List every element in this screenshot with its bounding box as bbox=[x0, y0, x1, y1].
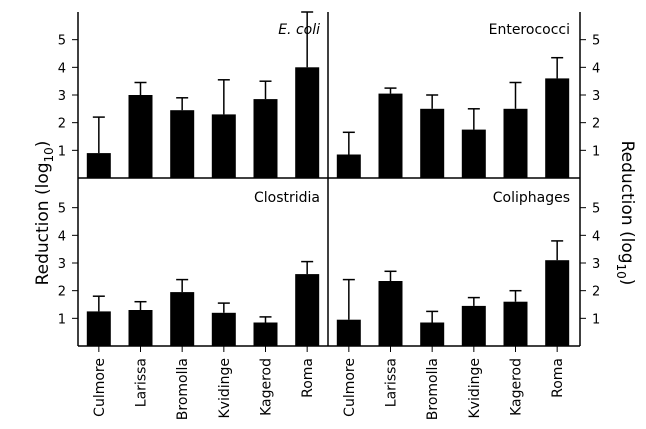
bar-top-left-4 bbox=[253, 99, 278, 178]
frame-layer bbox=[72, 12, 586, 352]
bar-bottom-left-2 bbox=[170, 292, 195, 346]
bar-bottom-left-4 bbox=[253, 322, 278, 346]
x-category-label-bottom-right-1: Larissa bbox=[384, 358, 400, 407]
y-tick-label-bottom-left-2: 3 bbox=[58, 257, 66, 272]
bar-bottom-left-5 bbox=[295, 274, 320, 346]
x-category-label-bottom-left-1: Larissa bbox=[134, 358, 150, 407]
y-tick-label-bottom-right-2: 3 bbox=[592, 257, 600, 272]
y-tick-label-top-left-4: 5 bbox=[58, 34, 66, 49]
panel-title-bottom-left: Clostridia bbox=[254, 190, 320, 206]
x-category-label-bottom-right-2: Bromolla bbox=[425, 358, 441, 420]
y-tick-label-top-left-2: 3 bbox=[58, 89, 66, 104]
panel-title-top-right: Enterococci bbox=[489, 22, 570, 38]
y-tick-label-top-right-3: 4 bbox=[592, 61, 600, 76]
y-tick-label-top-right-0: 1 bbox=[592, 144, 600, 159]
bar-bottom-right-2 bbox=[420, 322, 445, 346]
y-tick-label-bottom-right-3: 4 bbox=[592, 229, 600, 244]
bar-top-right-4 bbox=[503, 108, 528, 178]
x-category-label-bottom-left-2: Bromolla bbox=[175, 358, 191, 420]
y-tick-label-top-right-4: 5 bbox=[592, 34, 600, 49]
x-category-label-bottom-left-4: Kagerod bbox=[259, 358, 275, 416]
y-axis-title-left: Reduction (log10) bbox=[33, 141, 56, 286]
bar-top-right-5 bbox=[545, 78, 570, 178]
x-category-label-bottom-right-4: Kagerod bbox=[509, 358, 525, 416]
bar-top-left-3 bbox=[211, 114, 236, 178]
y-tick-label-bottom-left-3: 4 bbox=[58, 229, 66, 244]
bar-bottom-right-0 bbox=[336, 319, 361, 346]
bar-bottom-right-4 bbox=[503, 301, 528, 346]
y-tick-label-bottom-right-4: 5 bbox=[592, 202, 600, 217]
x-category-label-bottom-left-3: Kvidinge bbox=[217, 358, 233, 419]
bar-top-right-2 bbox=[420, 108, 445, 178]
bar-top-right-0 bbox=[336, 154, 361, 178]
y-tick-label-top-left-3: 4 bbox=[58, 61, 66, 76]
y-axis-title-right-sub: 10 bbox=[614, 264, 628, 279]
y-axis-title-right: Reduction (log10) bbox=[614, 141, 637, 286]
y-axis-title-left-close: ) bbox=[33, 141, 53, 148]
bar-top-left-5 bbox=[295, 67, 320, 178]
bar-top-right-1 bbox=[378, 93, 403, 178]
panel-title-top-left: E. coli bbox=[278, 22, 320, 38]
y-axis-title-right-base: Reduction (log bbox=[617, 141, 637, 264]
y-tick-label-top-left-0: 1 bbox=[58, 144, 66, 159]
y-tick-label-bottom-left-1: 2 bbox=[58, 285, 66, 300]
y-tick-label-top-right-1: 2 bbox=[592, 117, 600, 132]
bar-top-right-3 bbox=[461, 129, 486, 178]
y-axis-title-left-sub: 10 bbox=[42, 147, 56, 162]
y-tick-label-bottom-right-1: 2 bbox=[592, 285, 600, 300]
bar-bottom-left-3 bbox=[211, 312, 236, 346]
y-tick-label-bottom-right-0: 1 bbox=[592, 312, 600, 327]
x-category-label-bottom-right-5: Roma bbox=[550, 358, 566, 398]
x-category-label-bottom-right-3: Kvidinge bbox=[467, 358, 483, 419]
x-category-label-bottom-right-0: Culmore bbox=[342, 358, 358, 417]
bars-layer bbox=[86, 11, 570, 346]
panel-title-bottom-right: Coliphages bbox=[493, 190, 570, 206]
y-tick-label-bottom-left-4: 5 bbox=[58, 202, 66, 217]
bar-bottom-left-0 bbox=[86, 311, 111, 346]
bar-bottom-right-5 bbox=[545, 260, 570, 346]
bar-top-left-2 bbox=[170, 110, 195, 178]
bar-bottom-left-1 bbox=[128, 310, 153, 346]
y-tick-label-bottom-left-0: 1 bbox=[58, 312, 66, 327]
x-category-label-bottom-left-5: Roma bbox=[300, 358, 316, 398]
y-axis-title-left-base: Reduction (log bbox=[33, 162, 53, 285]
y-axis-title-right-close: ) bbox=[617, 279, 637, 286]
x-category-label-bottom-left-0: Culmore bbox=[92, 358, 108, 417]
bar-bottom-right-3 bbox=[461, 305, 486, 346]
y-tick-label-top-left-1: 2 bbox=[58, 117, 66, 132]
y-tick-label-top-right-2: 3 bbox=[592, 89, 600, 104]
bar-top-left-1 bbox=[128, 95, 153, 178]
text-layer: E. coli 1 2 3 4 5 Enterococci 1 2 3 4 5 Clostridia 1 2… bbox=[58, 22, 601, 420]
bar-top-left-0 bbox=[86, 153, 111, 178]
bar-bottom-right-1 bbox=[378, 281, 403, 346]
